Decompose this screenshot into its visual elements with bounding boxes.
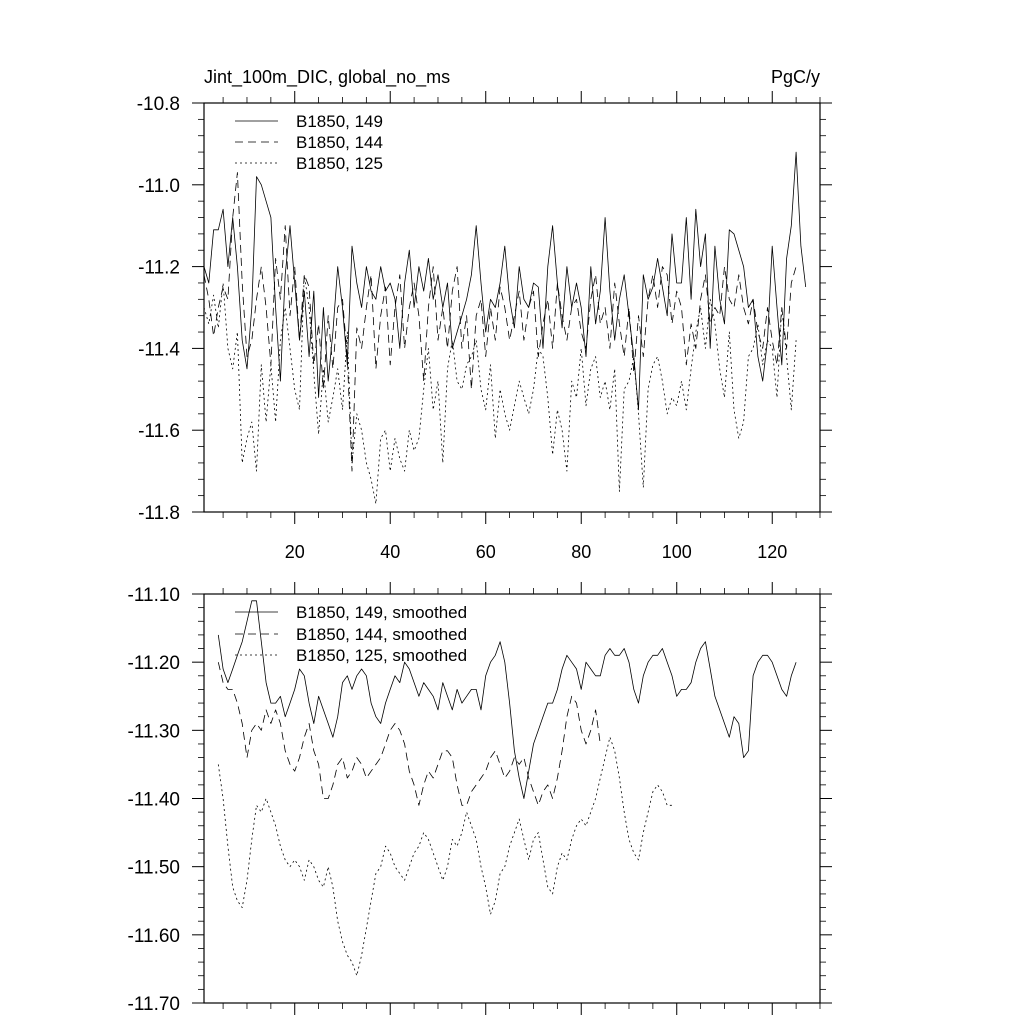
bottom-legend-label-1: B1850, 149, smoothed: [296, 603, 467, 622]
bottom-y-tick-label: -11.60: [128, 926, 180, 947]
top-series-line-1: [203, 151, 807, 411]
top-x-tick-label-60: 60: [476, 542, 496, 562]
bottom-series-line-3: [217, 736, 672, 977]
top-legend: B1850, 149 B1850, 144 B1850, 125: [235, 112, 383, 173]
top-y-tick-label: -10.8: [137, 94, 180, 115]
top-y-tick-label: -11.4: [138, 339, 180, 360]
top-series-line-2: [203, 172, 797, 472]
bottom-series-line-1: [217, 600, 797, 799]
top-y-tick-label: -11.8: [138, 503, 180, 524]
bottom-y-tick-label: -11.70: [128, 994, 180, 1015]
top-y-tick-label: -11.6: [138, 421, 180, 442]
top-series: [203, 151, 807, 505]
bottom-y-tick-label: -11.20: [128, 653, 180, 674]
bottom-legend-entry-1: B1850, 149, smoothed: [235, 603, 467, 622]
top-ticks: 20 40 60 80 100 120 -11.8 -11.6 -11.4 -11.2 -11.0 -…: [137, 91, 832, 562]
bottom-ticks: -11.70 -11.60 -11.50 -11.40 -11.30 -11.20 -11.…: [128, 582, 832, 1015]
bottom-legend-entry-2: B1850, 144, smoothed: [235, 625, 467, 644]
top-legend-label-3: B1850, 125: [296, 154, 383, 173]
bottom-series: [217, 600, 797, 977]
bottom-series-line-2: [217, 662, 601, 806]
bottom-panel: -11.70 -11.60 -11.50 -11.40 -11.30 -11.20 -11.…: [128, 582, 832, 1015]
bottom-y-tick-label: -11.10: [128, 585, 180, 606]
bottom-y-tick-label: -11.30: [128, 721, 180, 742]
top-legend-entry-1: B1850, 149: [235, 112, 383, 131]
bottom-legend-entry-3: B1850, 125, smoothed: [235, 646, 467, 665]
top-title-left: Jint_100m_DIC, global_no_ms: [204, 67, 450, 88]
top-y-tick-label: -11.0: [138, 176, 180, 197]
bottom-y-tick-label: -11.50: [128, 858, 180, 879]
bottom-legend-label-3: B1850, 125, smoothed: [296, 646, 467, 665]
top-legend-label-2: B1850, 144: [296, 133, 383, 152]
bottom-legend: B1850, 149, smoothed B1850, 144, smoothe…: [235, 603, 467, 665]
top-panel: Jint_100m_DIC, global_no_ms PgC/y 20 40 60…: [137, 67, 832, 562]
top-x-tick-label-40: 40: [380, 542, 400, 562]
top-legend-entry-2: B1850, 144: [235, 133, 383, 152]
top-y-tick-label: -11.2: [138, 258, 180, 279]
top-legend-label-1: B1850, 149: [296, 112, 383, 131]
bottom-legend-label-2: B1850, 144, smoothed: [296, 625, 467, 644]
top-series-line-3: [203, 274, 797, 505]
bottom-y-tick-label: -11.40: [128, 790, 180, 811]
top-x-tick-label-20: 20: [285, 542, 305, 562]
top-title-right: PgC/y: [771, 67, 820, 87]
top-x-tick-label-100: 100: [662, 542, 692, 562]
top-x-tick-label-120: 120: [757, 542, 787, 562]
top-x-tick-label-80: 80: [571, 542, 591, 562]
top-legend-entry-3: B1850, 125: [235, 154, 383, 173]
